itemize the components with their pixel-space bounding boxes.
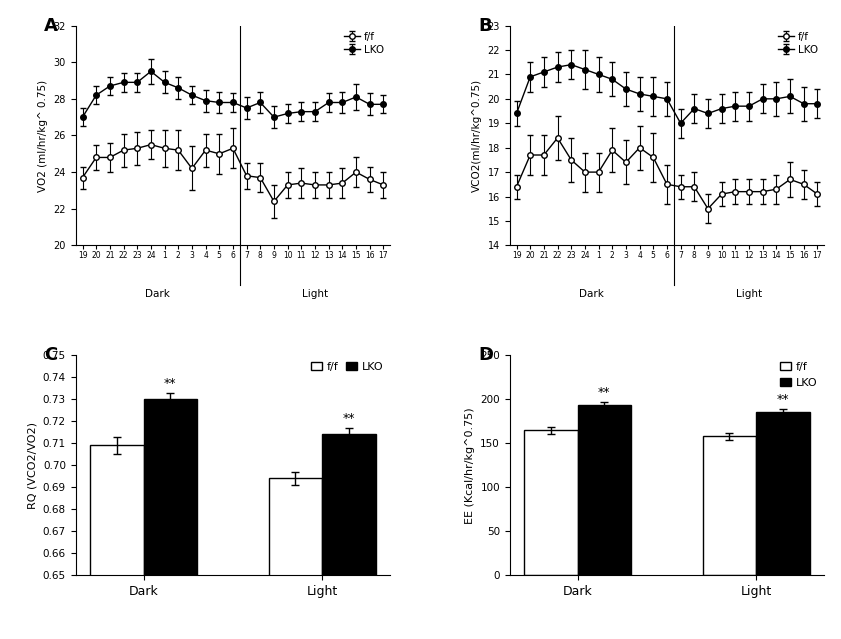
Text: A: A (45, 17, 58, 35)
Bar (90, 445, 144, 639)
Text: **: ** (777, 393, 790, 406)
Text: Light: Light (302, 289, 328, 299)
Bar (756, 412, 810, 575)
Text: Light: Light (736, 289, 762, 299)
Text: D: D (479, 346, 493, 364)
Text: **: ** (164, 377, 177, 390)
Text: B: B (479, 17, 492, 35)
Text: Dark: Dark (579, 289, 604, 299)
Bar (268, 479, 322, 639)
Bar (703, 436, 756, 575)
Y-axis label: RQ (VCO2/VO2): RQ (VCO2/VO2) (27, 422, 37, 509)
Y-axis label: EE (Kcal/hr/kg^0.75): EE (Kcal/hr/kg^0.75) (465, 407, 474, 523)
Text: C: C (45, 346, 57, 364)
Bar (524, 430, 578, 575)
Bar (322, 435, 376, 639)
Text: **: ** (343, 412, 356, 425)
Legend: f/f, LKO: f/f, LKO (307, 357, 388, 376)
Y-axis label: VCO2(ml/hr/kg^0.75): VCO2(ml/hr/kg^0.75) (472, 79, 482, 192)
Text: Dark: Dark (145, 289, 170, 299)
Bar (144, 399, 197, 639)
Legend: f/f, LKO: f/f, LKO (776, 357, 822, 392)
Legend: f/f, LKO: f/f, LKO (340, 27, 388, 59)
Legend: f/f, LKO: f/f, LKO (774, 27, 822, 59)
Y-axis label: VO2 (ml/hr/kg^ 0.75): VO2 (ml/hr/kg^ 0.75) (38, 79, 48, 192)
Text: **: ** (598, 386, 611, 399)
Bar (578, 405, 632, 575)
